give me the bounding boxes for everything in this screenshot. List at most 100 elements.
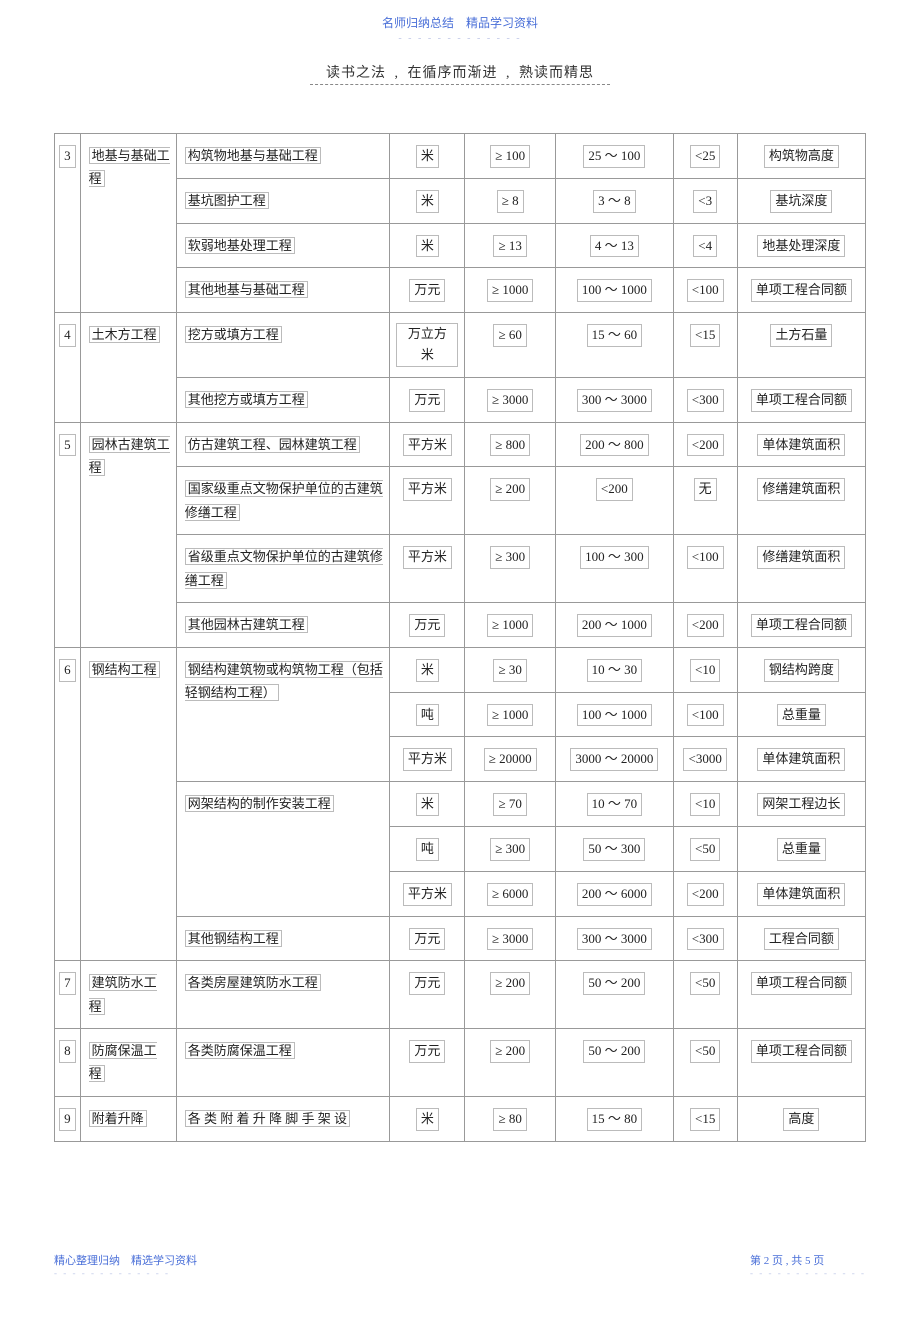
cell-value: <4	[693, 235, 717, 258]
cell-value: ≥ 70	[493, 793, 526, 816]
header-underline	[310, 84, 610, 85]
cell-value: 其他地基与基础工程	[185, 281, 308, 298]
grade-b: 25 ～ 100	[556, 134, 674, 179]
cell-value: ≥ 200	[490, 478, 530, 501]
category: 土木方工程	[80, 313, 176, 422]
cell-value: 15 ～ 80	[587, 1108, 643, 1131]
cell-value: <3000	[683, 748, 726, 771]
cell-value: 单体建筑面积	[757, 748, 845, 771]
cell-value: 土木方工程	[89, 326, 160, 343]
grade-a: ≥ 300	[465, 535, 556, 603]
cell-value: 其他钢结构工程	[185, 930, 282, 947]
cell-value: <50	[690, 838, 720, 861]
cell-value: 修缮建筑面积	[757, 546, 845, 569]
cell-value: 3 ～ 8	[593, 190, 636, 213]
footer-left: 精心整理归纳 精选学习资料	[54, 1252, 866, 1268]
note: 地基处理深度	[737, 223, 865, 268]
cell-value: 50 ～ 200	[583, 1040, 645, 1063]
cell-value: 工程合同额	[764, 928, 839, 951]
cell-value: 省级重点文物保护单位的古建筑修缮工程	[185, 548, 383, 588]
row-index: 5	[55, 422, 81, 647]
cell-value: 米	[416, 793, 439, 816]
cell-value: ≥ 100	[490, 145, 530, 168]
category: 地基与基础工程	[80, 134, 176, 313]
grade-a: ≥ 3000	[465, 916, 556, 961]
footer: 精心整理归纳 精选学习资料 - - - - - - - - - - - - - …	[0, 1252, 920, 1278]
cell-value: 总重量	[777, 704, 826, 727]
cell-value: 单项工程合同额	[751, 1040, 852, 1063]
cell-value: <200	[687, 883, 724, 906]
cell-value: 单体建筑面积	[757, 883, 845, 906]
sub-project: 各类防腐保温工程	[176, 1029, 390, 1097]
unit: 米	[390, 178, 465, 223]
cell-value: ≥ 200	[490, 972, 530, 995]
grade-b: 3 ～ 8	[556, 178, 674, 223]
grade-a: ≥ 800	[465, 422, 556, 467]
unit: 吨	[390, 826, 465, 871]
cell-value: 修缮建筑面积	[757, 478, 845, 501]
table-row: 省级重点文物保护单位的古建筑修缮工程平方米≥ 300100 ～ 300<100修…	[55, 535, 866, 603]
unit: 米	[390, 223, 465, 268]
grade-b: 200 ～ 6000	[556, 871, 674, 916]
row-index: 8	[55, 1029, 81, 1097]
cell-value: 25 ～ 100	[583, 145, 645, 168]
grade-c: <10	[673, 782, 737, 827]
cell-value: 国家级重点文物保护单位的古建筑修缮工程	[185, 480, 383, 520]
cell-value: <200	[687, 614, 724, 637]
cell-value: 米	[416, 145, 439, 168]
grade-a: ≥ 1000	[465, 692, 556, 737]
cell-value: <100	[687, 546, 724, 569]
cell-value: 万元	[409, 614, 445, 637]
cell-value: 200 ～ 1000	[577, 614, 652, 637]
cell-value: <25	[690, 145, 720, 168]
cell-value: 构筑物地基与基础工程	[185, 147, 321, 164]
grade-c: <300	[673, 377, 737, 422]
table-row: 基坑图护工程米≥ 83 ～ 8<3基坑深度	[55, 178, 866, 223]
cell-value: <3	[693, 190, 717, 213]
grade-a: ≥ 70	[465, 782, 556, 827]
note: 网架工程边长	[737, 782, 865, 827]
grade-a: ≥ 100	[465, 134, 556, 179]
unit: 万立方米	[390, 313, 465, 378]
cell-value: 附着升降	[89, 1110, 147, 1127]
unit: 平方米	[390, 535, 465, 603]
main-table-wrap: 3地基与基础工程构筑物地基与基础工程米≥ 10025 ～ 100<25构筑物高度…	[54, 133, 866, 1142]
grade-b: 10 ～ 70	[556, 782, 674, 827]
grade-c: 无	[673, 467, 737, 535]
cell-value: ≥ 8	[497, 190, 524, 213]
cell-value: 万元	[409, 1040, 445, 1063]
grade-b: 300 ～ 3000	[556, 916, 674, 961]
sub-project: 其他钢结构工程	[176, 916, 390, 961]
grade-b: 100 ～ 1000	[556, 692, 674, 737]
table-row: 其他钢结构工程万元≥ 3000300 ～ 3000<300工程合同额	[55, 916, 866, 961]
cell-value: ≥ 3000	[487, 389, 533, 412]
grade-c: <200	[673, 422, 737, 467]
cell-value: 挖方或填方工程	[185, 326, 282, 343]
grade-a: ≥ 200	[465, 1029, 556, 1097]
note: 单体建筑面积	[737, 737, 865, 782]
table-row: 9附着升降各 类 附 着 升 降 脚 手 架 设米≥ 8015 ～ 80<15高…	[55, 1096, 866, 1141]
cell-value: 土方石量	[770, 324, 832, 347]
grade-b: 300 ～ 3000	[556, 377, 674, 422]
note: 总重量	[737, 692, 865, 737]
cell-value: <100	[687, 704, 724, 727]
table-row: 其他地基与基础工程万元≥ 1000100 ～ 1000<100单项工程合同额	[55, 268, 866, 313]
cell-value: ≥ 30	[493, 659, 526, 682]
cell-value: 总重量	[777, 838, 826, 861]
unit: 万元	[390, 377, 465, 422]
grade-c: <3000	[673, 737, 737, 782]
cell-value: ≥ 1000	[487, 614, 533, 637]
unit: 万元	[390, 602, 465, 647]
table-row: 6钢结构工程钢结构建筑物或构筑物工程（包括轻钢结构工程）米≥ 3010 ～ 30…	[55, 647, 866, 692]
table-row: 网架结构的制作安装工程 米 ≥ 70 10 ～ 70<10网架工程边长	[55, 782, 866, 827]
unit: 万元	[390, 961, 465, 1029]
footer-dots-right: - - - - - - - - - - - - -	[750, 1268, 866, 1278]
grade-b: 15 ～ 60	[556, 313, 674, 378]
note: 单项工程合同额	[737, 268, 865, 313]
cell-value: 200 ～ 6000	[577, 883, 652, 906]
note: 单项工程合同额	[737, 961, 865, 1029]
row-index: 3	[55, 134, 81, 313]
cell-value: 网架结构的制作安装工程	[185, 795, 334, 812]
category: 附着升降	[80, 1096, 176, 1141]
grade-a: ≥ 200	[465, 961, 556, 1029]
